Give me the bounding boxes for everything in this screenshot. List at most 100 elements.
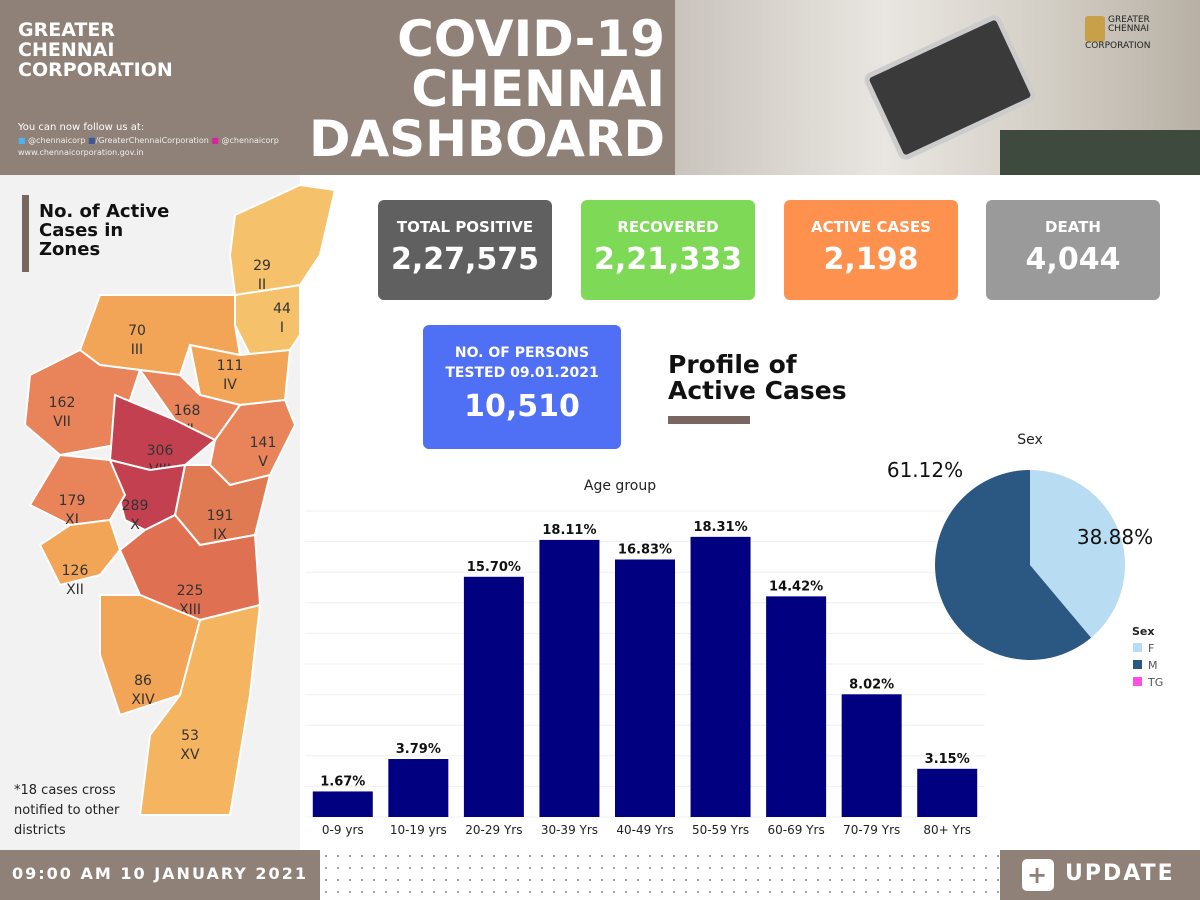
social-follow: You can now follow us at: ■ @chennaicorp… (18, 122, 279, 157)
bar-50-59 Yrs (690, 536, 751, 817)
profile-title: Profile of Active Cases (668, 350, 847, 405)
zone-value: 126 (62, 563, 89, 579)
timestamp: 09:00 AM 10 JANUARY 2021 (0, 850, 320, 900)
data-label: 3.15% (925, 752, 970, 767)
x-tick-label: 60-69 Yrs (768, 823, 825, 837)
data-label: 18.11% (542, 523, 596, 538)
legend-entry: F (1148, 642, 1154, 655)
data-label: 14.42% (769, 579, 823, 594)
facebook-handle[interactable]: /GreaterChennaiCorporation (95, 136, 209, 145)
zone-value: 70 (128, 323, 146, 339)
zone-II (228, 183, 337, 297)
plus-icon: + (1022, 859, 1054, 891)
data-label: 16.83% (618, 543, 672, 558)
zone-name: III (131, 342, 143, 358)
zone-I (234, 283, 301, 357)
legend-title: Sex (1132, 625, 1154, 638)
zone-name: II (258, 277, 266, 293)
bar-10-19 yrs (388, 759, 449, 817)
zone-name: IV (223, 377, 237, 393)
age-group-chart: Age group 1.67% 0-9 yrs 3.79% 10-19 yrs 15.70… (305, 478, 985, 837)
bar-80+ Yrs (917, 768, 978, 817)
website-link[interactable]: www.chennaicorporation.gov.in (18, 148, 144, 157)
org-name: GREATER CHENNAI CORPORATION (18, 19, 173, 81)
zone-value: 225 (177, 583, 204, 599)
zone-name: VII (53, 414, 71, 430)
data-label: 8.02% (849, 677, 894, 692)
twitter-handle[interactable]: @chennaicorp (28, 136, 86, 145)
zone-value: 168 (174, 403, 201, 419)
books-image (1000, 130, 1200, 175)
death-card: DEATH 4,044 (986, 200, 1160, 300)
pie-slice-F (1030, 470, 1125, 638)
zone-value: 53 (181, 728, 199, 744)
zone-value: 141 (250, 435, 277, 451)
header-photo (675, 0, 1200, 175)
x-tick-label: 30-39 Yrs (541, 823, 598, 837)
zone-value: 86 (134, 673, 152, 689)
bar-40-49 Yrs (615, 559, 675, 817)
x-tick-label: 70-79 Yrs (843, 823, 900, 837)
zone-name: XIV (131, 692, 155, 708)
data-label: 18.31% (693, 520, 747, 535)
map-note: *18 cases cross notified to other district… (14, 783, 120, 838)
zone-value: 191 (207, 508, 234, 524)
zone-name: XII (66, 582, 84, 598)
x-tick-label: 10-19 yrs (390, 823, 447, 837)
slice-label-F: 38.88% (1077, 525, 1153, 549)
data-label: 15.70% (467, 560, 521, 575)
x-tick-label: 80+ Yrs (923, 823, 971, 837)
zone-value: 29 (253, 258, 271, 274)
zone-name: I (280, 320, 284, 336)
x-tick-label: 0-9 yrs (322, 823, 364, 837)
gcc-logo: GREATER CHENNAI CORPORATION (1085, 15, 1151, 51)
zone-map: 44I29II70III111IV141V168VI162VII306VIII1… (23, 183, 337, 816)
zone-value: 306 (147, 443, 174, 459)
zone-value: 179 (59, 493, 86, 509)
recovered-card: RECOVERED 2,21,333 (581, 200, 755, 300)
update-label: UPDATE (1065, 861, 1175, 886)
bar-60-69 Yrs (766, 596, 827, 817)
slice-label-M: 61.12% (887, 458, 963, 482)
zone-XV (138, 603, 262, 816)
facebook-icon: ■ (87, 136, 96, 145)
map-title: No. of Active Cases in Zones (39, 201, 170, 260)
bar-20-29 Yrs (463, 576, 524, 817)
header (0, 0, 675, 175)
pie-title: Sex (1017, 432, 1043, 448)
map-title-bar (22, 195, 29, 272)
dot-pattern (320, 850, 1000, 900)
data-label: 1.67% (320, 774, 365, 789)
zone-name: IX (213, 527, 227, 543)
zone-value: 289 (122, 498, 149, 514)
legend-swatch (1133, 643, 1142, 652)
zone-value: 111 (217, 358, 244, 374)
zone-name: V (258, 454, 268, 470)
tested-card: NO. OF PERSONS TESTED 09.01.2021 10,510 (423, 325, 621, 449)
legend-swatch (1133, 677, 1142, 686)
bar-0-9 yrs (312, 791, 373, 817)
bar-70-79 Yrs (841, 694, 902, 817)
profile-underline (668, 416, 750, 424)
legend-swatch (1133, 660, 1142, 669)
zone-name: XV (180, 747, 200, 763)
zone-name: X (130, 517, 140, 533)
x-tick-label: 50-59 Yrs (692, 823, 749, 837)
total-positive-card: TOTAL POSITIVE 2,27,575 (378, 200, 552, 300)
update-button[interactable]: + UPDATE (1000, 850, 1200, 900)
zone-value: 44 (273, 301, 291, 317)
pie-slice-M (935, 470, 1092, 660)
x-tick-label: 20-29 Yrs (465, 823, 522, 837)
zone-value: 162 (49, 395, 76, 411)
page-title: COVID-19 CHENNAI DASHBOARD (308, 10, 665, 168)
instagram-handle[interactable]: @chennaicorp (221, 136, 279, 145)
chart-title: Age group (584, 478, 656, 494)
x-tick-label: 40-49 Yrs (616, 823, 673, 837)
legend-entry: M (1148, 659, 1158, 672)
active-cases-card: ACTIVE CASES 2,198 (784, 200, 958, 300)
sex-pie-chart: Sex 38.88% 61.12% Sex FM TG (887, 432, 1163, 689)
data-label: 3.79% (396, 742, 441, 757)
legend-entry: TG (1147, 676, 1163, 689)
twitter-icon: ■ (18, 136, 26, 145)
instagram-icon: ■ (211, 136, 219, 145)
